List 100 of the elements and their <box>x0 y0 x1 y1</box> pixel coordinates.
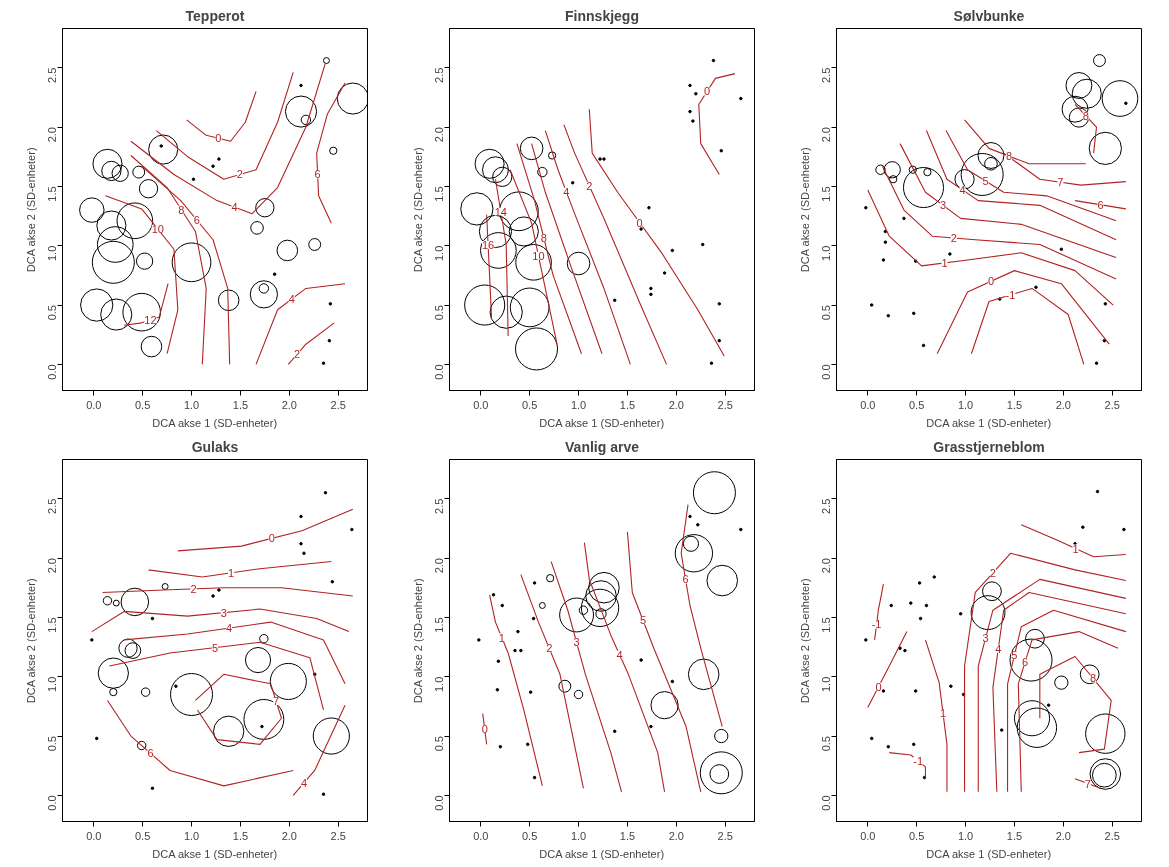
x-tick-label: 1.5 <box>619 398 636 411</box>
chart-title: Vanlig arve <box>565 438 640 455</box>
series-label: 12 <box>144 313 157 326</box>
x-tick-label: 0.0 <box>86 829 102 842</box>
series-label: 6 <box>314 168 321 181</box>
x-tick-label: 0.5 <box>522 398 538 411</box>
y-tick-label: 2.0 <box>820 558 833 574</box>
series-label: 0 <box>481 722 488 735</box>
y-tick-label: 1.0 <box>46 245 59 261</box>
x-tick-label: 2.5 <box>330 398 346 411</box>
x-axis-title: DCA akse 1 (SD-enheter) <box>926 847 1052 860</box>
series-label: 4 <box>616 648 623 661</box>
x-tick-label: 0.0 <box>86 398 102 411</box>
y-tick-label: 2.5 <box>820 67 833 83</box>
series-label: 3 <box>220 606 227 619</box>
y-tick-label: 2.0 <box>433 558 446 574</box>
x-tick-label: 0.0 <box>473 829 489 842</box>
y-axis-title: DCA akse 2 (SD-enheter) <box>24 578 37 704</box>
series-label: 3 <box>940 199 947 212</box>
series-label: 1 <box>940 707 947 720</box>
y-tick-label: 0.5 <box>433 736 446 752</box>
x-tick-label: 1.0 <box>570 829 587 842</box>
series-label: -1 <box>913 754 924 767</box>
y-tick-label: 0.0 <box>433 795 446 811</box>
y-tick-label: 0.0 <box>46 795 59 811</box>
chart-title: Finnskjegg <box>565 7 639 24</box>
y-tick-label: 0.0 <box>820 364 833 380</box>
x-tick-label: 0.0 <box>860 398 876 411</box>
series-label: 2 <box>989 566 996 579</box>
y-tick-label: 2.5 <box>820 498 833 514</box>
series-label: 1 <box>941 256 948 269</box>
y-tick-label: 1.5 <box>820 617 833 633</box>
chart-title: Grasstjerneblom <box>933 438 1045 455</box>
y-tick-label: 2.0 <box>433 127 446 143</box>
y-tick-label: 0.5 <box>433 305 446 321</box>
series-label: 14 <box>494 205 507 218</box>
series-label: 0 <box>987 275 995 288</box>
y-tick-label: 1.5 <box>46 617 59 633</box>
x-tick-label: 2.5 <box>330 829 346 842</box>
series-label: 2 <box>294 348 301 361</box>
series-label: 6 <box>682 573 689 586</box>
series-label: 1 <box>1072 542 1079 555</box>
y-tick-label: 2.5 <box>46 67 59 83</box>
series-label: 10 <box>532 249 545 262</box>
x-tick-label: 2.0 <box>668 829 684 842</box>
y-tick-label: 2.5 <box>433 67 446 83</box>
x-tick-label: 1.5 <box>1006 398 1023 411</box>
y-tick-label: 2.0 <box>820 127 833 143</box>
y-tick-label: 1.0 <box>433 245 446 261</box>
series-label: 6 <box>147 747 154 760</box>
y-tick-label: 2.0 <box>46 558 59 574</box>
series-label: 8 <box>1005 150 1013 163</box>
series-label: 6 <box>1097 198 1104 211</box>
series-label: 2 <box>546 642 553 655</box>
y-tick-label: 0.5 <box>46 305 59 321</box>
series-label: 4 <box>300 776 308 789</box>
x-axis-title: DCA akse 1 (SD-enheter) <box>539 847 665 860</box>
y-tick-label: 0.5 <box>820 305 833 321</box>
series-label: 2 <box>586 179 593 192</box>
x-tick-label: 0.5 <box>522 829 538 842</box>
series-label: 8 <box>540 231 547 244</box>
series-label: 4 <box>288 293 295 306</box>
x-tick-label: 2.5 <box>717 398 733 411</box>
series-label: 5 <box>982 175 989 188</box>
x-tick-label: 1.5 <box>619 829 636 842</box>
y-tick-label: 1.0 <box>820 676 833 692</box>
x-tick-label: 1.5 <box>232 398 249 411</box>
series-label: 1 <box>228 566 235 579</box>
x-tick-label: 2.0 <box>1055 829 1071 842</box>
series-label: 3 <box>573 636 580 649</box>
series-label: 5 <box>1011 649 1018 662</box>
x-tick-label: 2.5 <box>717 829 733 842</box>
y-axis-title: DCA akse 2 (SD-enheter) <box>798 578 811 704</box>
x-tick-label: 2.0 <box>668 398 684 411</box>
y-tick-label: 1.0 <box>433 676 446 692</box>
series-label: 0 <box>636 216 643 229</box>
series-label: -1 <box>871 618 882 631</box>
series-label: 8 <box>178 203 185 216</box>
y-axis-title: DCA akse 2 (SD-enheter) <box>411 147 424 273</box>
y-tick-label: 1.5 <box>820 186 833 202</box>
y-tick-label: 1.5 <box>433 186 446 202</box>
series-label: 5 <box>211 641 219 654</box>
series-label: 0 <box>704 85 711 98</box>
series-label: 1 <box>498 631 505 644</box>
x-tick-label: 2.0 <box>281 829 297 842</box>
series-label: 2 <box>950 231 957 244</box>
x-tick-label: 1.0 <box>183 398 200 411</box>
x-tick-label: 1.5 <box>232 829 249 842</box>
y-tick-label: 2.5 <box>433 498 446 514</box>
x-tick-label: 1.0 <box>957 398 974 411</box>
series-label: 2 <box>236 168 243 181</box>
x-tick-label: 2.0 <box>1055 398 1071 411</box>
y-tick-label: 1.0 <box>46 676 59 692</box>
series-label: 3 <box>982 632 989 645</box>
series-label: 5 <box>640 614 647 627</box>
y-axis-title: DCA akse 2 (SD-enheter) <box>798 147 811 273</box>
x-tick-label: 1.0 <box>957 829 974 842</box>
x-tick-label: 2.0 <box>281 398 297 411</box>
y-tick-label: 0.0 <box>820 795 833 811</box>
x-tick-label: 0.5 <box>909 398 925 411</box>
